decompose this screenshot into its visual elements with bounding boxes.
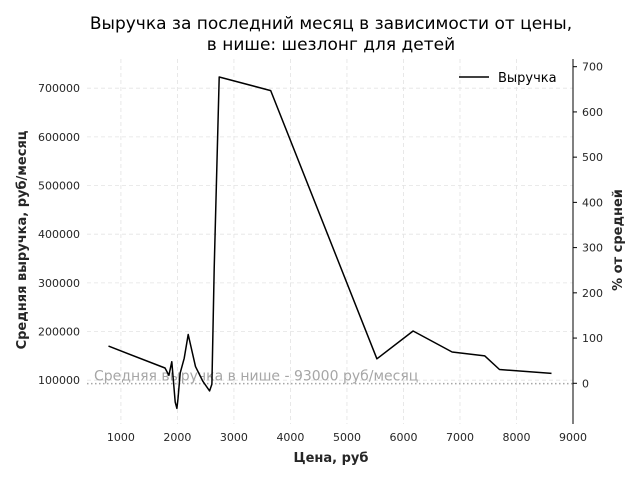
legend-label-revenue: Выручка bbox=[498, 71, 557, 86]
x-tick-labels: 1000 2000 3000 4000 5000 6000 7000 8000 9000 bbox=[107, 431, 587, 444]
y-tick-label: 700000 bbox=[38, 82, 80, 95]
y2-tick-label: 0 bbox=[582, 377, 589, 390]
x-tick-label: 6000 bbox=[389, 431, 417, 444]
x-axis-label: Цена, руб bbox=[294, 451, 369, 466]
y2-tick-label: 500 bbox=[582, 151, 603, 164]
chart-title-line2: в нише: шезлонг для детей bbox=[207, 35, 455, 55]
y2-tick-label: 100 bbox=[582, 332, 603, 345]
y-axis-label: Средняя выручка, руб/месяц bbox=[15, 130, 30, 349]
x-tick-label: 2000 bbox=[163, 431, 191, 444]
y2-tick-label: 700 bbox=[582, 61, 603, 74]
axes bbox=[572, 59, 577, 424]
y2-tick-label: 200 bbox=[582, 287, 603, 300]
legend: Выручка bbox=[459, 71, 557, 86]
series-line-revenue bbox=[108, 76, 552, 410]
average-label: Средняя выручка в нише - 93000 руб/месяц bbox=[94, 369, 418, 385]
x-tick-label: 7000 bbox=[446, 431, 474, 444]
y-tick-label: 500000 bbox=[38, 180, 80, 193]
y-tick-label: 200000 bbox=[38, 326, 80, 339]
x-tick-label: 4000 bbox=[276, 431, 304, 444]
average-layer: Средняя выручка в нише - 93000 руб/месяц bbox=[87, 369, 573, 385]
x-tick-label: 8000 bbox=[502, 431, 530, 444]
y2-tick-label: 600 bbox=[582, 106, 603, 119]
y-tick-label: 100000 bbox=[38, 374, 80, 387]
y-tick-label: 600000 bbox=[38, 131, 80, 144]
series-layer bbox=[108, 76, 552, 410]
x-tick-label: 5000 bbox=[333, 431, 361, 444]
y-tick-labels: 100000 200000 300000 400000 500000 600000 7000… bbox=[38, 82, 80, 387]
y-tick-label: 400000 bbox=[38, 228, 80, 241]
x-tick-label: 9000 bbox=[559, 431, 587, 444]
y2-tick-label: 400 bbox=[582, 196, 603, 209]
chart-title-line1: Выручка за последний месяц в зависимости… bbox=[90, 14, 572, 34]
x-tick-label: 3000 bbox=[220, 431, 248, 444]
y2-tick-labels: 0 100 200 300 400 500 600 700 bbox=[582, 61, 603, 391]
y2-tick-label: 300 bbox=[582, 242, 603, 255]
x-tick-label: 1000 bbox=[107, 431, 135, 444]
y-tick-label: 300000 bbox=[38, 277, 80, 290]
y2-axis-label: % от средней bbox=[611, 189, 626, 291]
